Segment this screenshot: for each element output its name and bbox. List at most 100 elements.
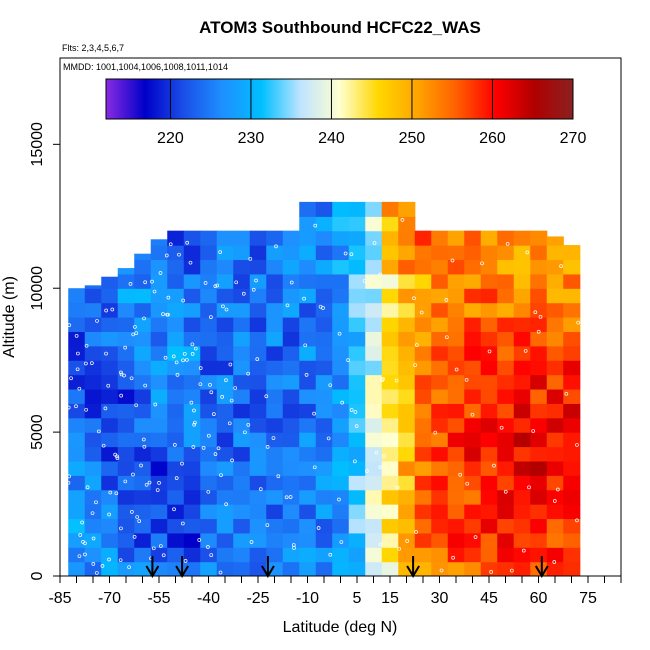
heatmap-cell	[183, 475, 201, 491]
heatmap-cell	[530, 245, 548, 261]
heatmap-cell	[513, 489, 531, 505]
heatmap-cell	[150, 460, 168, 476]
heatmap-cell	[84, 288, 102, 304]
heatmap-cell	[216, 504, 234, 520]
sample-point	[473, 535, 478, 540]
heatmap-cell	[134, 504, 152, 520]
sample-point	[433, 430, 438, 435]
heatmap-cell	[513, 273, 531, 289]
heatmap-cell	[266, 374, 284, 390]
sample-point	[394, 378, 399, 383]
sample-point	[185, 240, 190, 245]
sample-point	[400, 217, 405, 222]
heatmap-cell	[183, 360, 201, 376]
sample-point	[439, 568, 444, 573]
heatmap-cell	[497, 345, 515, 361]
heatmap-cell	[348, 388, 366, 404]
sample-point	[289, 280, 294, 285]
sample-point	[521, 548, 526, 553]
heatmap-cell	[315, 216, 333, 232]
heatmap-cell	[398, 273, 416, 289]
heatmap-cell	[266, 417, 284, 433]
dates-label: MMDD: 1001,1004,1006,1008,1011,1014	[63, 62, 228, 72]
heatmap-cell	[150, 518, 168, 534]
heatmap-cell	[398, 532, 416, 548]
sample-point	[128, 282, 133, 286]
heatmap-cell	[332, 518, 350, 534]
heatmap-cell	[167, 504, 185, 520]
heatmap-cell	[183, 259, 201, 275]
sample-point	[227, 421, 232, 426]
heatmap-cell	[84, 475, 102, 491]
sample-point	[213, 452, 218, 456]
sample-point	[100, 564, 105, 568]
heatmap-cell	[299, 388, 317, 404]
heatmap-cell	[365, 547, 383, 563]
sample-point	[155, 488, 160, 492]
heatmap-cell	[249, 302, 267, 318]
heatmap-cell	[249, 417, 267, 433]
heatmap-cell	[414, 259, 432, 275]
heatmap-cell	[332, 417, 350, 433]
heatmap-cell	[398, 259, 416, 275]
heatmap-cell	[414, 388, 432, 404]
heatmap-cell	[249, 331, 267, 347]
heatmap-cell	[365, 288, 383, 304]
heatmap-cell	[530, 403, 548, 419]
heatmap-cell	[216, 403, 234, 419]
heatmap-cell	[497, 547, 515, 563]
sample-point	[181, 298, 186, 303]
x-tick-label: 15	[381, 590, 399, 607]
sample-point	[192, 408, 196, 413]
heatmap-cell	[447, 259, 465, 275]
heatmap-cell	[332, 403, 350, 419]
heatmap-cell	[167, 417, 185, 433]
heatmap-cell	[233, 273, 251, 289]
heatmap-cell	[200, 360, 218, 376]
heatmap-cell	[216, 317, 234, 332]
heatmap-cell	[249, 547, 267, 563]
heatmap-cell	[546, 259, 564, 275]
y-tick-label: 15000	[29, 122, 46, 167]
y-axis-label: Altitude (m)	[1, 276, 18, 358]
heatmap-cell	[167, 446, 185, 462]
heatmap-cell	[134, 331, 152, 347]
heatmap-cell	[431, 259, 449, 275]
heatmap-cell	[117, 432, 135, 448]
sample-point	[175, 373, 180, 377]
heatmap-cell	[365, 302, 383, 318]
heatmap-cell	[183, 388, 201, 404]
heatmap-cell	[183, 245, 201, 261]
heatmap-cell	[183, 547, 201, 563]
sample-point	[107, 512, 111, 517]
heatmap-cell	[68, 547, 86, 563]
heatmap-cell	[546, 345, 564, 361]
heatmap-cell	[398, 216, 416, 232]
heatmap-cell	[233, 345, 251, 361]
flights-label: Flts: 2,3,4,5,6,7	[62, 43, 124, 53]
heatmap-cell	[200, 561, 218, 576]
heatmap-cell	[315, 417, 333, 433]
heatmap-cell	[431, 245, 449, 261]
heatmap-cell	[480, 360, 498, 376]
sample-point	[372, 241, 377, 245]
heatmap-cell	[282, 288, 300, 304]
heatmap-cell	[480, 403, 498, 419]
heatmap-cell	[117, 331, 135, 347]
heatmap-cell	[513, 374, 531, 390]
heatmap-cell	[249, 360, 267, 376]
heatmap-cell	[464, 288, 482, 304]
heatmap-cell	[183, 446, 201, 462]
heatmap-cell	[233, 504, 251, 520]
heatmap-cell	[266, 446, 284, 462]
heatmap-cell	[84, 285, 102, 289]
heatmap-cell	[101, 518, 119, 534]
heatmap-cell	[348, 446, 366, 462]
heatmap-cell	[398, 460, 416, 476]
heatmap-cell	[381, 302, 399, 318]
heatmap-cell	[563, 460, 581, 476]
heatmap-cell	[480, 432, 498, 448]
sample-point	[246, 422, 251, 427]
heatmap-cell	[365, 561, 383, 576]
heatmap-cell	[266, 259, 284, 275]
